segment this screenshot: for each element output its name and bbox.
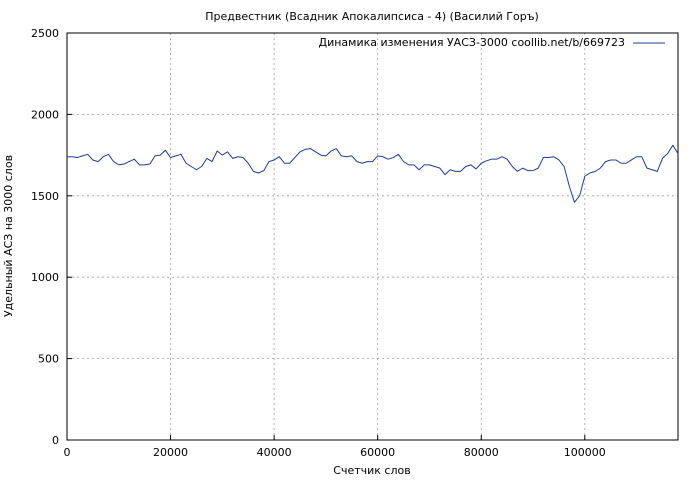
y-tick-label: 2000	[31, 108, 59, 121]
y-axis-ticks: 0 500 1000 1500 2000 2500	[31, 27, 72, 447]
x-tick-label: 0	[64, 446, 71, 459]
x-axis-label: Счетчик слов	[333, 464, 410, 477]
legend: Динамика изменения УАСЗ-3000 coollib.net…	[319, 36, 665, 49]
y-axis-label: Удельный АСЗ на 3000 слов	[2, 155, 15, 317]
y-tick-label: 500	[38, 353, 59, 366]
legend-label: Динамика изменения УАСЗ-3000 coollib.net…	[319, 36, 626, 49]
y-tick-label: 0	[52, 434, 59, 447]
grid-lines	[67, 33, 678, 440]
y-tick-label: 1500	[31, 190, 59, 203]
series-line	[67, 144, 679, 203]
series-layer	[67, 144, 679, 203]
plot-frame	[66, 32, 679, 441]
x-tick-label: 80000	[464, 446, 499, 459]
x-tick-label: 100000	[564, 446, 606, 459]
x-axis-ticks: 0 20000 40000 60000 80000 100000	[64, 435, 606, 459]
x-tick-label: 40000	[257, 446, 292, 459]
x-tick-label: 60000	[360, 446, 395, 459]
y-tick-label: 1000	[31, 271, 59, 284]
x-tick-label: 20000	[153, 446, 188, 459]
chart-title: Предвестник (Всадник Апокалипсиса - 4) (…	[205, 10, 539, 23]
y-tick-label: 2500	[31, 27, 59, 40]
